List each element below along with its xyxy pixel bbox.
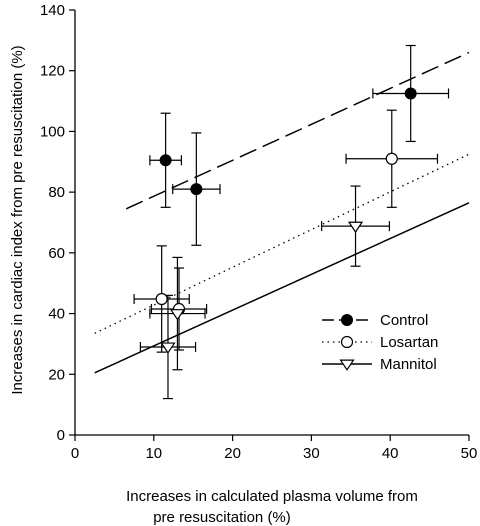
axes — [74, 10, 469, 436]
y-axis-title: Increases in cardiac index from pre resu… — [9, 45, 26, 394]
data-markers — [155, 87, 417, 354]
x-tick-label: 10 — [145, 445, 162, 462]
y-tick-label: 120 — [40, 63, 65, 80]
mannitol-data-point — [347, 221, 364, 234]
losartan-data-point — [385, 152, 398, 165]
control-data-point — [404, 87, 417, 100]
legend-losartan-marker — [340, 335, 354, 349]
legend-control-label: Control — [380, 312, 428, 329]
y-tick-label: 140 — [40, 2, 65, 19]
y-tick-label: 60 — [48, 245, 65, 262]
y-tick-label: 80 — [48, 184, 65, 201]
control-fit-line — [125, 51, 470, 210]
x-axis-title-line-2: pre resuscitation (%) — [153, 509, 291, 526]
x-tick-label: 40 — [382, 445, 399, 462]
control-data-point — [190, 183, 203, 196]
x-tick-label: 0 — [71, 445, 79, 462]
x-tick-label: 20 — [224, 445, 241, 462]
legend-mannitol-marker — [339, 359, 355, 371]
legend-losartan-label: Losartan — [380, 334, 438, 351]
control-data-point — [159, 154, 172, 167]
mannitol-data-point — [169, 309, 186, 321]
y-tick-label: 0 — [57, 427, 65, 444]
x-tick-label: 50 — [461, 445, 478, 462]
axis-ticks: 0 10 20 30 40 50 0 20 40 60 80 100 120 140 — [40, 2, 477, 462]
x-axis-title-line-1: Increases in calculated plasma volume fr… — [126, 488, 418, 505]
y-tick-label: 20 — [48, 366, 65, 383]
losartan-data-point — [155, 292, 168, 306]
fit-lines — [94, 51, 470, 374]
mannitol-data-point — [160, 342, 176, 354]
mannitol-fit-line — [94, 202, 470, 374]
legend-mannitol-label: Mannitol — [380, 356, 437, 373]
x-tick-label: 30 — [303, 445, 320, 462]
legend: Control Losartan Mannitol — [322, 312, 438, 373]
y-tick-label: 100 — [40, 123, 65, 140]
y-tick-label: 40 — [48, 306, 65, 323]
legend-control-marker — [341, 314, 353, 326]
